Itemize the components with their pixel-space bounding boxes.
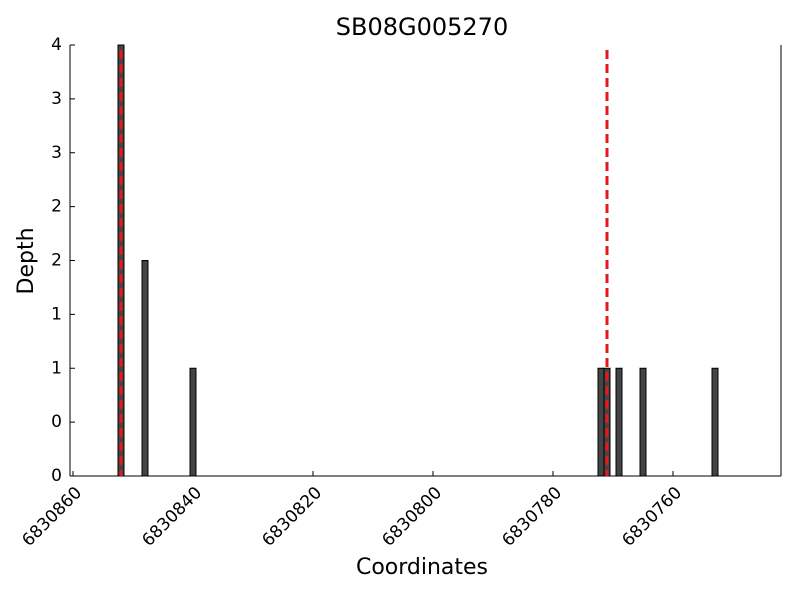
y-tick-label: 3 bbox=[51, 143, 62, 163]
y-tick-label: 0 bbox=[51, 412, 62, 432]
x-tick-label: 6830860 bbox=[18, 483, 86, 551]
bar bbox=[597, 367, 605, 477]
y-tick-label: 0 bbox=[51, 466, 62, 486]
x-tick-label: 6830780 bbox=[498, 483, 566, 551]
x-tick-label: 6830820 bbox=[258, 483, 326, 551]
y-tick-label: 2 bbox=[51, 251, 62, 271]
y-axis-label: Depth bbox=[14, 227, 39, 294]
x-axis-label: Coordinates bbox=[356, 555, 488, 580]
chart-title: SB08G005270 bbox=[336, 13, 508, 41]
bar bbox=[189, 367, 197, 477]
bar bbox=[615, 367, 623, 477]
x-tick-label: 6830800 bbox=[378, 483, 446, 551]
bar bbox=[141, 260, 149, 477]
bar bbox=[639, 367, 647, 477]
bar bbox=[711, 367, 719, 477]
y-tick-label: 1 bbox=[51, 304, 62, 324]
x-tick-label: 6830760 bbox=[618, 483, 686, 551]
y-tick-label: 2 bbox=[51, 197, 62, 217]
x-tick-label: 6830840 bbox=[138, 483, 206, 551]
y-tick-label: 3 bbox=[51, 89, 62, 109]
y-tick-label: 4 bbox=[51, 35, 62, 55]
y-tick-label: 1 bbox=[51, 358, 62, 378]
